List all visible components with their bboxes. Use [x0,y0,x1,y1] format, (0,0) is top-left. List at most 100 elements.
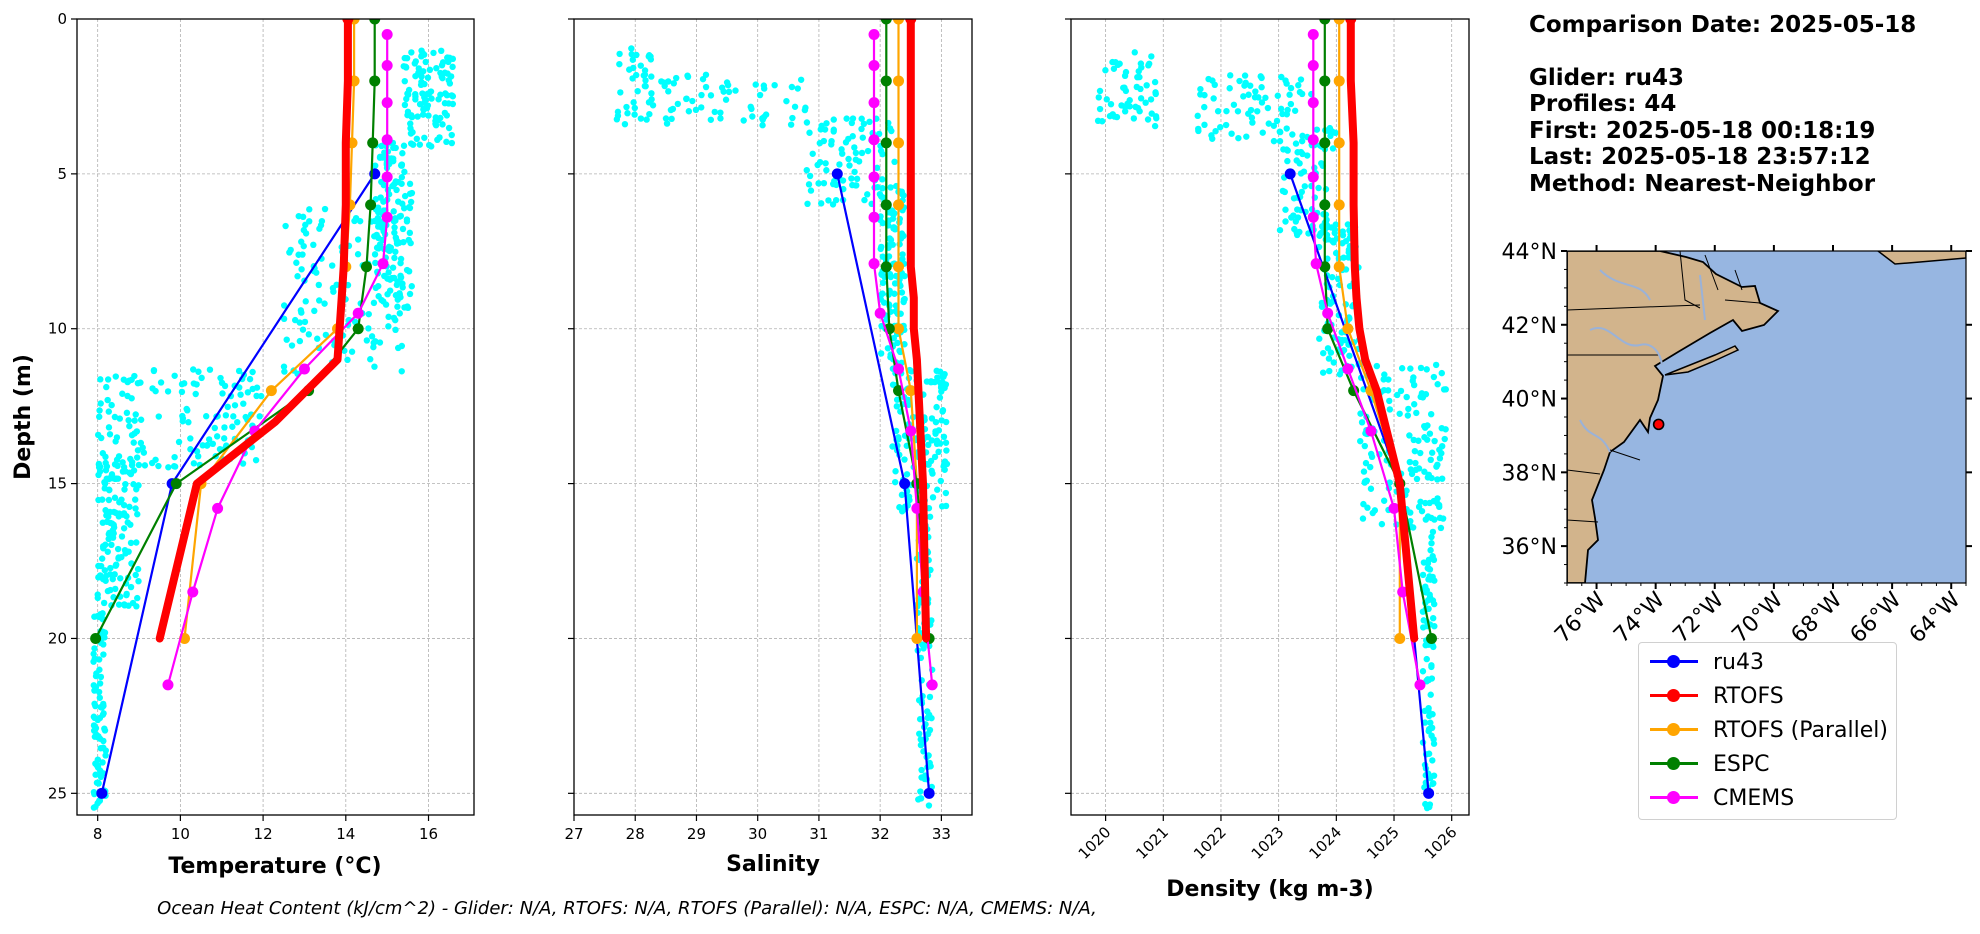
glider-scatter-point [1360,468,1368,475]
legend-label: CMEMS [1713,785,1795,811]
glider-scatter-point [96,407,103,414]
glider-scatter-point [131,417,138,424]
legend-item-cmems: CMEMS [1647,781,1794,815]
series-point-espc [170,478,182,490]
glider-scatter-point [403,54,411,62]
glider-scatter-point [1121,108,1129,115]
profile-count: Profiles: 44 [1529,91,1677,117]
glider-scatter-point [935,427,943,434]
glider-scatter-point [404,304,412,312]
glider-scatter-point [821,126,829,133]
legend-swatch [1647,679,1701,713]
glider-scatter-point [1331,226,1339,233]
glider-scatter-point [1371,507,1379,514]
glider-scatter-point [849,133,856,140]
glider-scatter-point [408,283,415,290]
legend-label: ru43 [1713,649,1764,675]
glider-scatter-point [374,204,382,211]
glider-scatter-point [852,156,860,163]
series-point-espc [880,137,892,149]
glider-scatter-point [815,180,822,187]
glider-scatter-point [190,366,197,373]
glider-scatter-point [344,356,351,364]
glider-scatter-point [1411,401,1418,408]
glider-scatter-point [1435,501,1443,509]
glider-scatter-point [1294,214,1302,221]
glider-scatter-point [1430,373,1438,381]
glider-scatter-point [1143,82,1150,89]
glider-scatter-point [1420,559,1428,566]
glider-scatter-point [235,367,243,375]
glider-scatter-point [378,142,385,150]
glider-scatter-point [707,116,715,123]
glider-scatter-point [445,58,452,66]
glider-scatter-point [1137,95,1145,102]
glider-scatter-point [689,97,696,105]
glider-scatter-point [1397,387,1405,395]
glider-scatter-point [842,139,850,146]
glider-scatter-point [692,106,700,114]
glider-scatter-point [878,291,885,298]
glider-scatter-point [1210,95,1217,102]
glider-scatter-point [403,266,411,274]
x-tick-label: 1026 [1421,823,1461,863]
glider-scatter-point [329,284,337,292]
glider-scatter-point [613,116,621,123]
glider-scatter-point [1223,107,1230,115]
glider-scatter-point [1403,393,1410,401]
glider-scatter-point [1288,214,1295,221]
glider-scatter-point [1428,533,1435,541]
glider-scatter-point [1296,160,1303,167]
glider-scatter-point [310,241,317,249]
glider-scatter-point [298,238,305,245]
glider-scatter-point [685,108,693,115]
glider-scatter-point [97,376,104,383]
glider-scatter-point [407,140,415,147]
glider-scatter-point [211,424,218,432]
glider-scatter-point [397,259,404,267]
glider-scatter-point [633,51,640,59]
glider-scatter-point [1222,121,1230,129]
glider-scatter-point [623,103,630,111]
glider-scatter-point [684,72,691,79]
glider-scatter-point [370,343,377,351]
glider-scatter-point [1363,477,1371,484]
glider-scatter-point [901,295,908,303]
glider-scatter-point [1438,369,1445,377]
x-tick-label: 1024 [1305,823,1345,863]
glider-scatter-point [1410,381,1418,389]
glider-scatter-point [230,413,237,420]
glider-scatter-point [95,733,102,740]
glider-scatter-point [877,147,885,155]
glider-scatter-point [1361,442,1369,450]
glider-scatter-point [133,603,140,610]
glider-scatter-point [1252,88,1259,95]
glider-scatter-point [91,645,98,652]
glider-scatter-point [315,297,323,304]
x-tick-label: 33 [932,825,951,843]
glider-scatter-point [1103,96,1110,103]
map-lon-label: 70°W [1727,587,1788,648]
glider-scatter-point [400,205,408,212]
glider-scatter-point [707,92,715,99]
glider-scatter-point [1427,719,1434,726]
salinity-axes-frame [573,18,973,816]
glider-scatter-point [1328,273,1336,281]
glider-scatter-point [391,229,398,236]
series-point-ru43 [899,478,911,490]
glider-scatter-point [121,601,128,608]
glider-scatter-point [105,513,112,520]
glider-scatter-point [134,594,141,602]
glider-scatter-point [105,496,113,504]
glider-scatter-point [1367,485,1375,492]
glider-scatter-point [852,149,860,157]
glider-scatter-point [891,290,898,297]
glider-scatter-point [96,797,104,804]
glider-scatter-point [747,103,754,111]
glider-scatter-point [1426,430,1434,437]
glider-scatter-point [1394,391,1401,399]
glider-scatter-point [864,147,872,155]
glider-scatter-point [99,543,107,550]
series-point-cmems [1307,28,1319,40]
glider-scatter-point [102,507,109,514]
